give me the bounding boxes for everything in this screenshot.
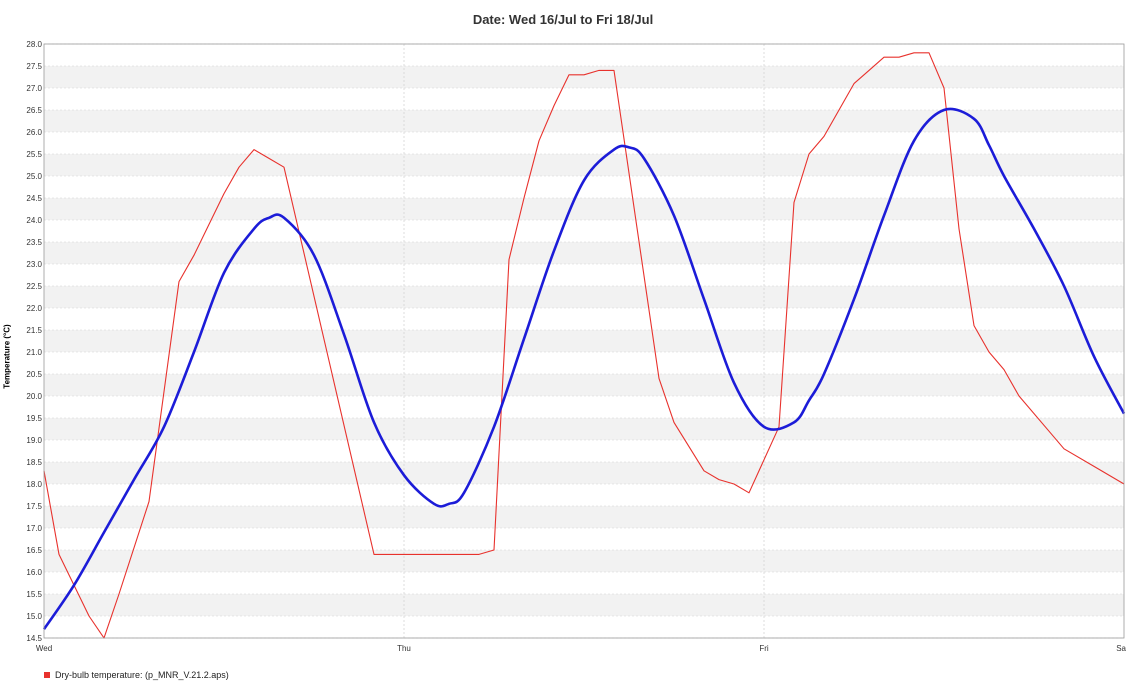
y-tick-label: 28.0 bbox=[26, 40, 42, 49]
x-tick-label: Sa bbox=[1116, 644, 1126, 653]
y-tick-label: 16.5 bbox=[26, 546, 42, 555]
y-tick-label: 15.5 bbox=[26, 590, 42, 599]
legend-swatch bbox=[44, 672, 50, 678]
chart-title: Date: Wed 16/Jul to Fri 18/Jul bbox=[472, 12, 654, 27]
x-tick-label: Thu bbox=[397, 644, 411, 653]
y-tick-label: 24.5 bbox=[26, 194, 42, 203]
y-tick-label: 26.0 bbox=[26, 128, 42, 137]
grid-band bbox=[44, 66, 1124, 88]
grid-band bbox=[44, 506, 1124, 528]
y-tick-label: 15.0 bbox=[26, 612, 42, 621]
y-tick-label: 21.5 bbox=[26, 326, 42, 335]
grid-lines bbox=[44, 43, 1124, 639]
y-tick-label: 26.5 bbox=[26, 106, 42, 115]
y-tick-label: 19.0 bbox=[26, 436, 42, 445]
y-tick-label: 22.5 bbox=[26, 282, 42, 291]
y-tick-label: 24.0 bbox=[26, 216, 42, 225]
x-tick-label: Wed bbox=[36, 644, 52, 653]
tick-labels: 14.5 15.0 15.5 16.0 16.5 17.0 17.5 18.0 18.5 19.0… bbox=[26, 40, 1126, 653]
y-tick-label: 27.5 bbox=[26, 62, 42, 71]
y-tick-label: 17.5 bbox=[26, 502, 42, 511]
series-line-0 bbox=[43, 52, 1125, 639]
series-lines bbox=[42, 52, 1126, 639]
grid-band bbox=[44, 462, 1124, 484]
grid-band bbox=[44, 550, 1124, 572]
series-line-1 bbox=[42, 107, 1126, 630]
grid-band bbox=[44, 594, 1124, 616]
plot-frame bbox=[43, 43, 1125, 639]
y-tick-label: 23.5 bbox=[26, 238, 42, 247]
legend-label: Dry-bulb temperature: (p_MNR_V.21.2.aps) bbox=[55, 670, 229, 680]
y-tick-label: 22.0 bbox=[26, 304, 42, 313]
y-tick-label: 16.0 bbox=[26, 568, 42, 577]
grid-band bbox=[44, 198, 1124, 220]
y-tick-label: 18.0 bbox=[26, 480, 42, 489]
y-tick-label: 27.0 bbox=[26, 84, 42, 93]
y-tick-label: 20.0 bbox=[26, 392, 42, 401]
grid-band bbox=[44, 418, 1124, 440]
x-tick-label: Fri bbox=[759, 644, 769, 653]
y-tick-label: 23.0 bbox=[26, 260, 42, 269]
y-tick-label: 25.0 bbox=[26, 172, 42, 181]
grid-band bbox=[44, 154, 1124, 176]
y-tick-label: 20.5 bbox=[26, 370, 42, 379]
grid-band bbox=[44, 374, 1124, 396]
y-tick-label: 18.5 bbox=[26, 458, 42, 467]
grid-band bbox=[44, 242, 1124, 264]
grid-band bbox=[44, 286, 1124, 308]
y-tick-label: 19.5 bbox=[26, 414, 42, 423]
grid-band bbox=[44, 330, 1124, 352]
grid-band bbox=[44, 110, 1124, 132]
legend: Dry-bulb temperature: (p_MNR_V.21.2.aps) bbox=[44, 670, 229, 680]
grid-bands bbox=[44, 66, 1124, 616]
y-tick-label: 17.0 bbox=[26, 524, 42, 533]
y-tick-label: 21.0 bbox=[26, 348, 42, 357]
y-tick-label: 14.5 bbox=[26, 634, 42, 643]
y-tick-label: 25.5 bbox=[26, 150, 42, 159]
